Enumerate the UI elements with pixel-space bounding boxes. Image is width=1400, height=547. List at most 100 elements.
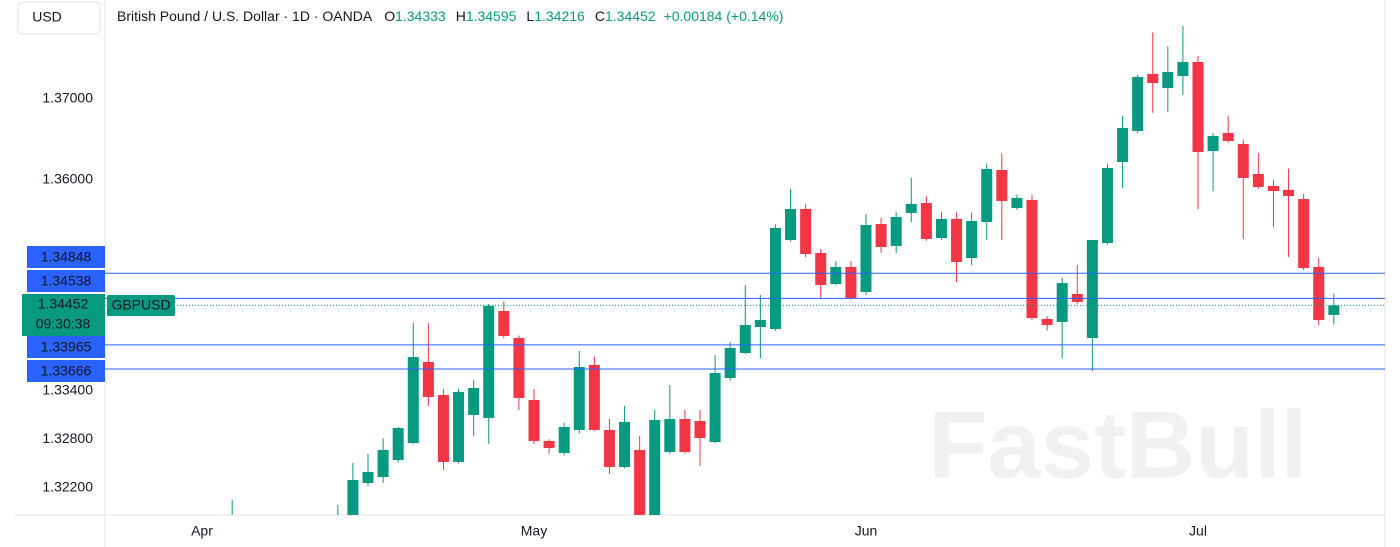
candle-body: [1026, 199, 1038, 319]
currency[interactable]: USD: [32, 9, 62, 25]
currency-button[interactable]: [17, 1, 101, 35]
candle-body: [951, 218, 963, 262]
price-level-label: 1.34848: [41, 249, 92, 265]
candle-body: [1298, 199, 1310, 268]
candle-body: [966, 220, 978, 258]
candle-body: [815, 252, 827, 285]
price-level-label: 1.33965: [41, 339, 92, 355]
legend: British Pound / U.S. Dollar · 1D · OANDA…: [117, 8, 783, 24]
candle-body: [845, 266, 857, 299]
legend-value: 1.34216: [534, 8, 585, 24]
candle-body: [498, 310, 510, 336]
candle-body: [754, 319, 766, 327]
candle-body: [830, 266, 842, 284]
candle-body: [800, 208, 812, 255]
candle-body: [422, 361, 434, 397]
candle-body: [392, 428, 404, 461]
candle-body: [664, 419, 676, 452]
countdown: 09:30:38: [36, 316, 91, 332]
candle-body: [875, 223, 887, 247]
candle-body: [407, 356, 419, 443]
y-tick-label: 1.32800: [42, 430, 93, 446]
watermark: FastBull: [929, 391, 1308, 498]
price-level-tag: [27, 336, 105, 358]
candle-body: [1252, 173, 1264, 187]
candle-body: [1283, 189, 1295, 197]
candle-body: [1117, 127, 1129, 163]
candle-body: [543, 440, 555, 449]
candle-body: [1192, 61, 1204, 152]
legend-value: 1.34595: [466, 8, 517, 24]
candle-body: [1267, 185, 1279, 191]
candle-body: [1101, 167, 1113, 244]
candle-body: [920, 202, 932, 239]
candle-body: [588, 364, 600, 430]
legend-value: 1.34333: [395, 8, 446, 24]
candle-body: [1086, 240, 1098, 339]
legend-key: C: [595, 8, 605, 24]
legend-key: H: [456, 8, 466, 24]
candle-body: [769, 228, 781, 330]
candle-body: [679, 419, 691, 452]
candle-body: [1162, 72, 1174, 88]
legend-value: 1.34452: [605, 8, 656, 24]
price-level-tag: [27, 246, 105, 268]
candle-body: [1313, 266, 1325, 320]
candle-body: [1207, 135, 1219, 151]
y-tick-label: 1.33400: [42, 381, 93, 397]
candle-body: [573, 367, 585, 430]
price-level-tag: [27, 360, 105, 382]
legend-change: +0.00184 (+0.14%): [664, 8, 784, 24]
price-level-label: 1.33666: [41, 363, 92, 379]
x-tick-label: Jun: [855, 523, 878, 539]
candle-body: [603, 429, 615, 467]
legend-key: L: [526, 8, 534, 24]
candle-body: [935, 218, 947, 238]
y-tick-label: 1.37000: [42, 90, 93, 106]
candle-body: [528, 399, 540, 441]
candle-body: [483, 306, 495, 418]
candle-body: [1011, 197, 1023, 209]
candle-body: [1177, 61, 1189, 76]
candle-body: [1056, 283, 1068, 322]
current-price-tag: [22, 294, 105, 336]
candle-body: [1132, 76, 1144, 131]
price-level-tag: [27, 270, 105, 292]
legend-title: British Pound / U.S. Dollar · 1D · OANDA: [117, 8, 373, 24]
candle-body: [1328, 305, 1340, 316]
candle-body: [981, 168, 993, 223]
candle-body: [634, 449, 646, 515]
candle-body: [347, 480, 359, 515]
x-tick-label: May: [521, 523, 547, 539]
x-tick-label: Apr: [191, 523, 213, 539]
candle-body: [785, 208, 797, 241]
y-tick-label: 1.36000: [42, 171, 93, 187]
candle-body: [1041, 318, 1053, 325]
candle-body: [860, 225, 872, 293]
candle-body: [362, 471, 374, 484]
candle-body: [694, 420, 706, 438]
current-price-label: 1.34452: [38, 296, 89, 312]
candle-body: [724, 347, 736, 378]
y-tick-label: 1.32200: [42, 478, 93, 494]
candle-body: [709, 373, 721, 443]
candle-body: [453, 391, 465, 462]
price-level-label: 1.34538: [41, 273, 92, 289]
candle-body: [996, 170, 1008, 201]
candle-body: [437, 394, 449, 462]
candle-body: [1147, 73, 1159, 83]
candle-body: [619, 422, 631, 467]
candle-body: [739, 324, 751, 353]
candle-body: [1222, 133, 1234, 142]
candle-body: [1237, 144, 1249, 178]
candle-body: [513, 338, 525, 398]
plot-area: [231, 26, 1340, 515]
symbol-label: GBPUSD: [111, 297, 170, 313]
symbol-tag: [107, 295, 175, 316]
candle-body: [649, 419, 661, 515]
candle-body: [377, 449, 389, 478]
candle-body: [905, 203, 917, 213]
candle-body: [468, 387, 480, 415]
